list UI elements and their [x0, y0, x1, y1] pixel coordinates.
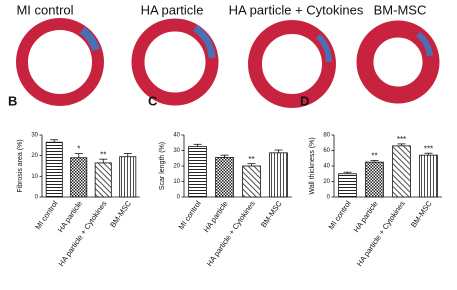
- x-tick-label: HA particle + Cytokines: [355, 199, 407, 268]
- significance-label: **: [248, 155, 254, 164]
- bar: [269, 152, 288, 198]
- bar: [45, 141, 63, 198]
- bar: [242, 165, 261, 198]
- heart-image: [16, 18, 104, 106]
- heart-image: [131, 18, 219, 106]
- y-tick-label: 60: [323, 148, 330, 154]
- y-tick-label: 0: [177, 195, 181, 201]
- y-tick-label: 0: [327, 195, 331, 201]
- significance-label: ***: [424, 144, 433, 153]
- heart-image: [315, 33, 332, 63]
- heart-image: [356, 20, 440, 104]
- y-tick-label: 30: [173, 148, 180, 154]
- heart-image: [192, 25, 216, 59]
- bar: [365, 161, 384, 198]
- x-tick-label: MI control: [33, 199, 59, 231]
- image-label: BM-MSC: [374, 2, 427, 17]
- panel-label: C: [148, 93, 158, 108]
- bar: [392, 145, 411, 198]
- y-tick-label: 30: [31, 133, 38, 139]
- bar: [338, 173, 357, 198]
- significance-label: ***: [397, 135, 406, 144]
- significance-label: **: [371, 152, 377, 161]
- image-label: HA particle + Cytokines: [229, 2, 364, 17]
- image-label: HA particle: [141, 2, 204, 17]
- x-tick-label: BM-MSC: [108, 199, 133, 230]
- y-axis-label: Scar length (%): [159, 142, 166, 190]
- image-label: MI control: [16, 2, 73, 17]
- bar: [188, 146, 207, 198]
- bar: [119, 156, 137, 198]
- heart-images: [16, 18, 440, 108]
- bar: [70, 157, 88, 198]
- x-tick-label: HA particle: [352, 199, 380, 234]
- y-tick-label: 10: [173, 179, 180, 185]
- y-tick-label: 40: [173, 133, 180, 139]
- y-tick-label: 20: [323, 179, 330, 185]
- heart-image: [248, 20, 336, 108]
- y-axis-label: Fibrosis area (%): [17, 139, 24, 192]
- x-tick-label: BM-MSC: [409, 199, 434, 230]
- bar: [215, 157, 234, 198]
- y-tick-label: 20: [173, 164, 180, 170]
- panel-label: B: [8, 93, 17, 108]
- x-tick-label: HA particle: [202, 199, 230, 234]
- y-tick-label: 80: [323, 133, 330, 139]
- x-tick-label: MI control: [176, 199, 202, 231]
- x-tick-label: MI control: [326, 199, 352, 231]
- y-tick-label: 0: [35, 195, 39, 201]
- bar: [419, 154, 438, 198]
- x-tick-label: BM-MSC: [259, 199, 284, 230]
- y-tick-label: 10: [31, 174, 38, 180]
- x-tick-label: HA particle + Cytokines: [205, 199, 257, 268]
- y-tick-label: 20: [31, 153, 38, 159]
- significance-label: *: [77, 145, 80, 154]
- heart-image: [79, 26, 100, 52]
- significance-label: **: [100, 150, 106, 159]
- x-tick-label: HA particle + Cytokines: [57, 199, 109, 268]
- y-axis-label: Wall thickness (%): [309, 137, 316, 194]
- bar: [94, 162, 112, 198]
- panel-label: D: [300, 93, 309, 108]
- heart-image: [415, 31, 433, 57]
- y-tick-label: 40: [323, 164, 330, 170]
